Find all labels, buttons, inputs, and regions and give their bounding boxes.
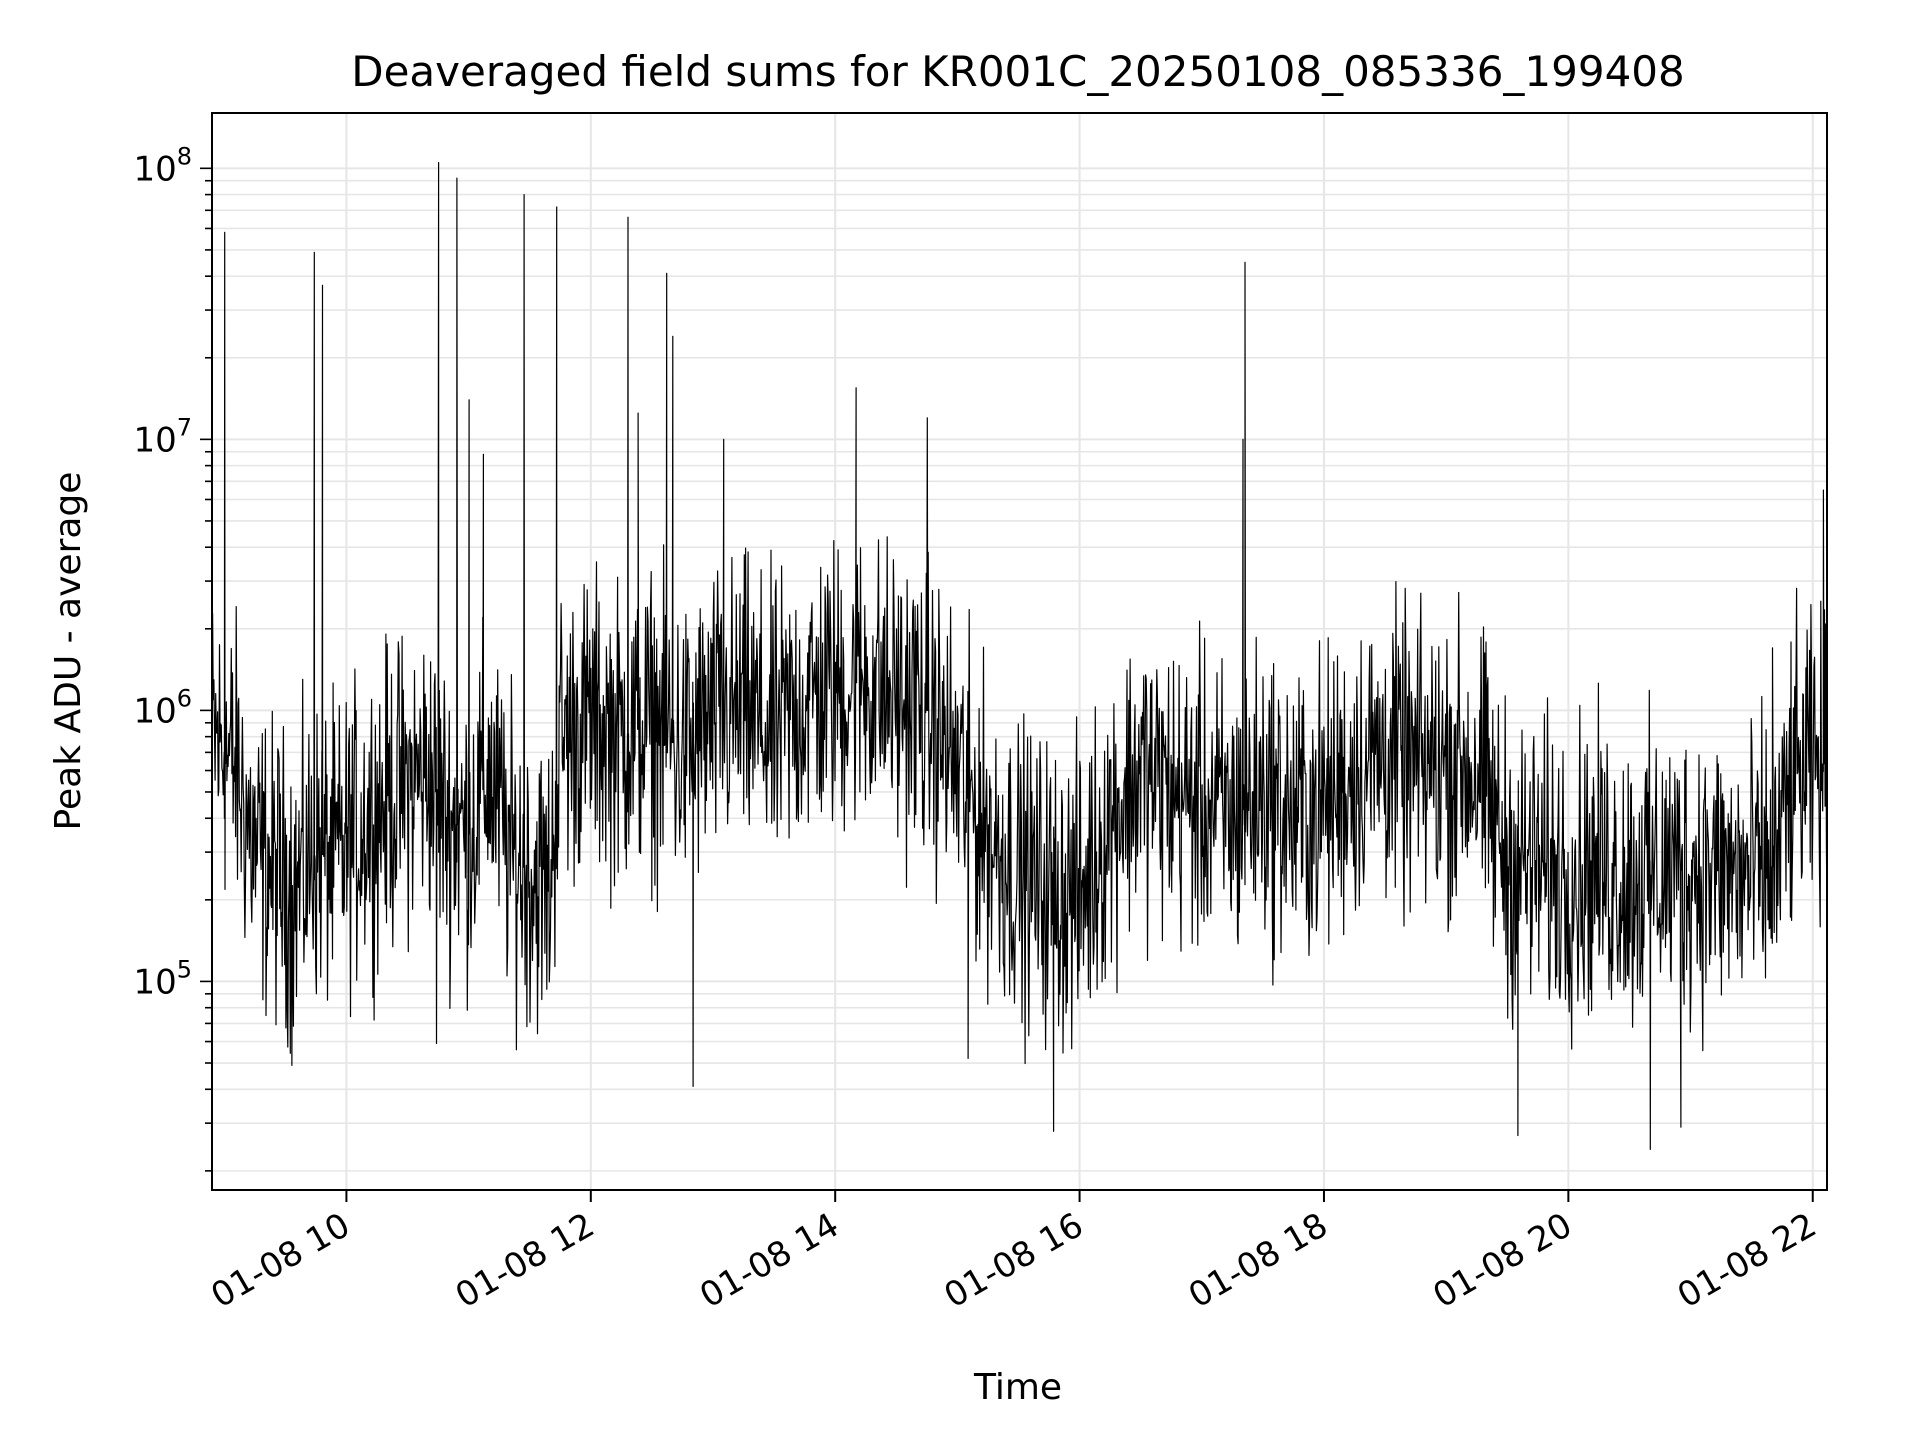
y-tick-label: 108: [133, 142, 192, 189]
series-line: [212, 162, 1827, 1150]
y-axis: 105 106 107 108: [133, 142, 212, 1172]
y-tick-label: 105: [133, 955, 192, 1002]
y-tick-label: 106: [133, 684, 192, 731]
series-layer: [212, 162, 1827, 1150]
y-axis-label: Peak ADU - average: [48, 472, 89, 831]
chart-title: Deaveraged field sums for KR001C_2025010…: [351, 47, 1685, 96]
y-tick-label: 107: [133, 413, 192, 460]
plot-frame: [211, 112, 1828, 1191]
grid: [212, 113, 1827, 1190]
x-axis-label: Time: [973, 1367, 1062, 1408]
